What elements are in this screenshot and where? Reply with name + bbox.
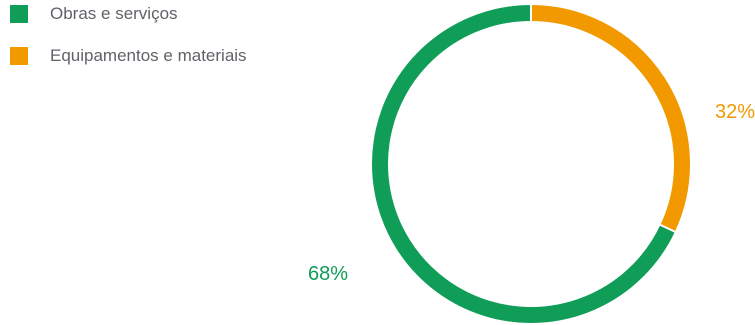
slice-equipamentos[interactable] <box>530 5 690 232</box>
legend-item-equipamentos[interactable]: Equipamentos e materiais <box>10 46 247 66</box>
legend-label-obras: Obras e serviços <box>50 4 178 23</box>
label-obras-pct: 68% <box>308 263 348 285</box>
slice-separator-1 <box>652 220 683 237</box>
legend-item-obras[interactable]: Obras e serviços <box>10 4 178 24</box>
label-equipamentos-pct: 32% <box>715 101 755 123</box>
legend-label-equipamentos: Equipamentos e materiais <box>50 46 247 65</box>
legend-swatch-obras <box>10 5 28 23</box>
legend-swatch-equipamentos <box>10 47 28 65</box>
slice-obras[interactable] <box>372 5 675 323</box>
